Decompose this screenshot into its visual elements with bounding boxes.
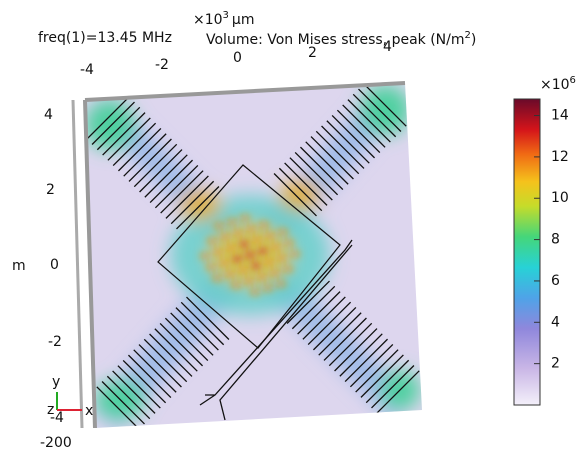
hot-spot <box>270 270 280 276</box>
hot-spot <box>283 266 293 272</box>
hot-spot <box>232 256 242 262</box>
y-tick-label: -2 <box>48 334 62 350</box>
hot-spot <box>238 267 248 273</box>
y-axis-label: m <box>12 258 26 274</box>
colorbar-scale <box>514 99 540 405</box>
hot-spot <box>244 278 254 284</box>
hot-spot <box>246 226 256 232</box>
hot-spot <box>250 289 260 295</box>
hot-spot <box>259 222 269 228</box>
scale-label: ×103µm <box>193 10 254 28</box>
hot-spot <box>257 274 267 280</box>
hot-spot <box>233 230 243 236</box>
hot-spot <box>271 244 281 250</box>
colorbar-tick-label: 12 <box>551 149 569 165</box>
x-tick-label: 0 <box>233 50 242 66</box>
hot-spot <box>227 219 237 225</box>
y-tick-label: 2 <box>46 182 55 198</box>
frame-edge <box>73 100 82 428</box>
hot-spot <box>264 259 274 265</box>
hot-spot <box>226 245 236 251</box>
scale-unit: µm <box>232 12 255 28</box>
title-end: ) <box>471 32 476 48</box>
freq-label: freq(1)=13.45 MHz <box>38 30 172 46</box>
cb-mult-exp: 6 <box>570 75 576 86</box>
hot-spot <box>251 263 261 269</box>
hot-spot <box>240 215 250 221</box>
hot-spot <box>214 223 224 229</box>
colorbar-multiplier: ×106 <box>540 75 576 93</box>
hot-spot <box>200 253 210 259</box>
x-tick-label: 4 <box>383 39 392 55</box>
triad-y: y <box>52 374 60 390</box>
hot-spot <box>219 260 229 266</box>
hot-spot <box>290 251 300 257</box>
hot-spot <box>239 241 249 247</box>
y-tick-label: 4 <box>44 107 53 123</box>
hot-spot <box>276 281 286 287</box>
hot-spot <box>220 234 230 240</box>
hot-spot <box>278 229 288 235</box>
hot-spot <box>212 275 222 281</box>
colorbar-tick-label: 14 <box>551 108 569 124</box>
scale-base: ×10 <box>193 12 223 28</box>
hot-spot <box>252 237 262 243</box>
triad-x: x <box>85 403 93 419</box>
x-tick-label: -2 <box>155 57 169 73</box>
hot-spot <box>207 238 217 244</box>
colorbar-tick-label: 8 <box>551 232 560 248</box>
colorbar-tick-label: 4 <box>551 314 560 330</box>
hot-spot <box>277 255 287 261</box>
hot-spot <box>265 233 275 239</box>
hot-spot <box>231 282 241 288</box>
colorbar-tick-label: 10 <box>551 190 569 206</box>
title-main: Volume: Von Mises stress, peak (N/m <box>206 32 465 48</box>
colorbar-tick-label: 6 <box>551 273 560 289</box>
hot-spot <box>245 252 255 258</box>
hot-spot <box>225 271 235 277</box>
cb-mult-base: ×10 <box>540 77 570 93</box>
hot-spot <box>258 248 268 254</box>
hot-spot <box>213 249 223 255</box>
x-tick-label: -4 <box>80 62 94 78</box>
y-tick-label: 0 <box>50 257 59 273</box>
y-tick-label: -4 <box>50 410 64 426</box>
colorbar-tick-label: 2 <box>551 356 560 372</box>
colorbar: 2 4 6 8 10 12 14 <box>514 99 569 405</box>
plot-window: freq(1)=13.45 MHz ×103µm Volume: Von Mis… <box>0 0 581 452</box>
title: Volume: Von Mises stress, peak (N/m2) <box>206 30 476 48</box>
z-tick-label: -200 <box>40 435 72 451</box>
x-tick-label: 2 <box>308 45 317 61</box>
hot-spot <box>284 240 294 246</box>
scale-exp: 3 <box>223 10 229 21</box>
hot-spot <box>263 285 273 291</box>
hot-spot <box>206 264 216 270</box>
